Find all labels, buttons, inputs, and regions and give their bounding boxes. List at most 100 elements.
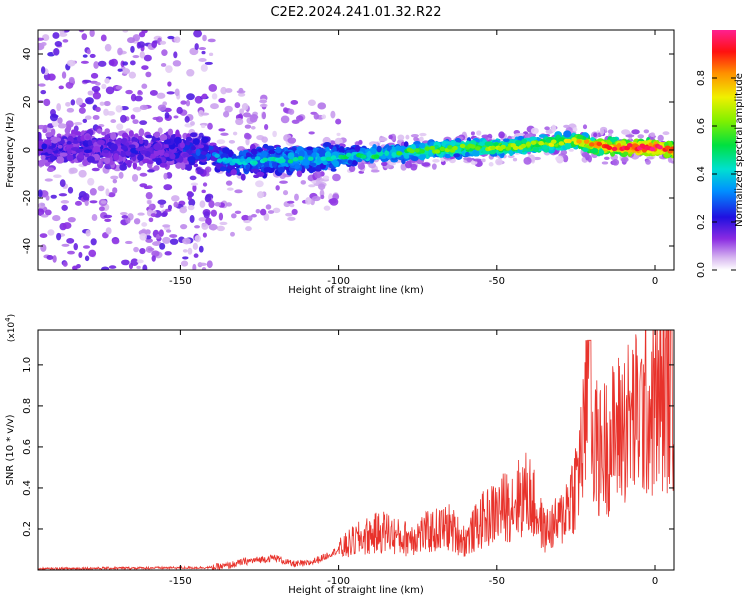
spectrogram-cell — [183, 144, 190, 151]
spectrogram-cell — [287, 159, 294, 164]
spectrogram-cell — [279, 180, 288, 184]
spectrogram-cell — [414, 148, 420, 153]
snr-y-tick-label: 0.8 — [22, 398, 33, 414]
spectrogram-cell — [120, 151, 126, 158]
spectrogram-cell — [272, 130, 277, 138]
spectrogram-cell — [155, 157, 162, 166]
spectrogram-cell — [657, 134, 664, 142]
spectrogram-cell — [97, 60, 107, 67]
spectrogram-cell — [172, 60, 182, 67]
spectrogram-cell — [163, 184, 173, 191]
spectrogram-cell — [89, 187, 97, 196]
spectrogram-cell — [242, 112, 251, 118]
spectrogram-cell — [60, 200, 70, 204]
spectrogram-cell — [167, 204, 173, 211]
spectrogram-cell — [122, 132, 129, 139]
spectrogram-cell — [145, 71, 152, 78]
spectrogram-cell — [107, 192, 116, 198]
spectrogram-cell — [251, 168, 259, 173]
spectrogram-cell — [50, 136, 59, 141]
spectrogram-cell — [434, 144, 439, 149]
spectrogram-cell — [130, 60, 136, 66]
spectrogram-cell — [625, 134, 635, 138]
spectrogram-cell — [332, 173, 341, 182]
spectrogram-cell — [40, 154, 46, 160]
spectrogram-cell — [210, 209, 217, 217]
spectrogram-cell — [419, 149, 425, 154]
spectrogram-cell — [73, 131, 82, 136]
spectrogram-cell — [424, 146, 430, 151]
spectrogram-cell — [558, 141, 565, 146]
spectrogram-cell — [74, 200, 82, 206]
spectrogram-cell — [66, 237, 75, 244]
spectrogram-cell — [159, 133, 168, 142]
spectrogram-cell — [581, 151, 590, 158]
spectrogram-cell — [275, 147, 282, 154]
spectrogram-cell — [234, 210, 242, 214]
spectrogram-cell — [289, 203, 295, 208]
spectrogram-cell — [133, 246, 139, 253]
spectrogram-cell — [255, 180, 264, 188]
spectrogram-cell — [288, 108, 295, 115]
spectrogram-cell — [82, 159, 89, 167]
spectrogram-cell — [137, 41, 146, 48]
snr-panel: -150 -100 -50 0 0.2 0.4 0.6 0.8 1.0 Height of st… — [4, 314, 675, 596]
spectrogram-cell — [157, 104, 167, 111]
spectrogram-cell — [189, 132, 198, 138]
spectrogram-cell — [323, 142, 332, 147]
spectrogram-cell — [257, 148, 263, 153]
snr-x-label: Height of straight line (km) — [288, 585, 424, 596]
spectrogram-cell — [588, 142, 595, 147]
spectrogram-cell — [50, 194, 57, 199]
spectrogram-cell — [45, 195, 50, 201]
spectrogram-cell — [125, 89, 133, 95]
spectrogram-cell — [93, 61, 99, 69]
spectrogram-cell — [145, 191, 153, 200]
spectrogram-cell — [388, 162, 397, 166]
spectrogram-cell — [137, 154, 144, 162]
spectrogram-x-label: Height of straight line (km) — [288, 285, 424, 296]
spectrogram-cell — [253, 174, 260, 179]
spectrogram-cell — [188, 198, 196, 207]
spectrogram-cell — [136, 265, 141, 270]
spectrogram-cell — [184, 116, 190, 123]
spectrogram-cell — [252, 160, 258, 165]
spectrogram-cell — [201, 124, 206, 129]
spectrogram-y-tick-label: 20 — [22, 96, 33, 109]
spectrogram-cell — [495, 158, 503, 166]
spectrogram-cell — [73, 125, 79, 132]
spectrogram-x-tick-label: 0 — [652, 276, 658, 287]
spectrogram-cell — [566, 138, 572, 144]
spectrogram-cell — [58, 85, 64, 90]
spectrogram-cell — [130, 258, 139, 267]
spectrogram-cell — [466, 157, 472, 163]
spectrogram-cell — [85, 115, 92, 120]
spectrogram-cell — [612, 159, 620, 166]
spectrogram-cell — [626, 143, 633, 148]
spectrogram-cell — [147, 247, 155, 251]
spectrogram-cell — [66, 124, 72, 132]
spectrogram-cell — [38, 162, 44, 166]
spectrogram-x-tick-label: -150 — [169, 276, 192, 287]
spectrogram-cell — [631, 129, 640, 135]
spectrogram-cell — [151, 250, 160, 257]
spectrogram-cell — [208, 52, 214, 57]
spectrogram-cell — [410, 133, 419, 138]
spectrogram-cell — [598, 148, 605, 156]
spectrogram-cell — [450, 140, 456, 147]
spectrogram-cell — [473, 158, 482, 162]
spectrogram-cell — [322, 175, 330, 180]
colorbar-tick-label: 0.4 — [696, 166, 707, 182]
spectrogram-cell — [563, 130, 572, 138]
spectrogram-cell — [126, 160, 132, 168]
spectrogram-cell — [57, 144, 63, 149]
spectrogram-cell — [43, 98, 51, 107]
spectrogram-cell — [96, 139, 106, 146]
spectrogram-cell — [250, 125, 256, 130]
spectrogram-cell — [96, 128, 103, 134]
spectrogram-cell — [202, 232, 207, 238]
spectrogram-cell — [220, 166, 227, 172]
spectrogram-cell — [198, 245, 204, 253]
spectrogram-cell — [84, 153, 90, 158]
spectrogram-cell — [201, 50, 206, 55]
